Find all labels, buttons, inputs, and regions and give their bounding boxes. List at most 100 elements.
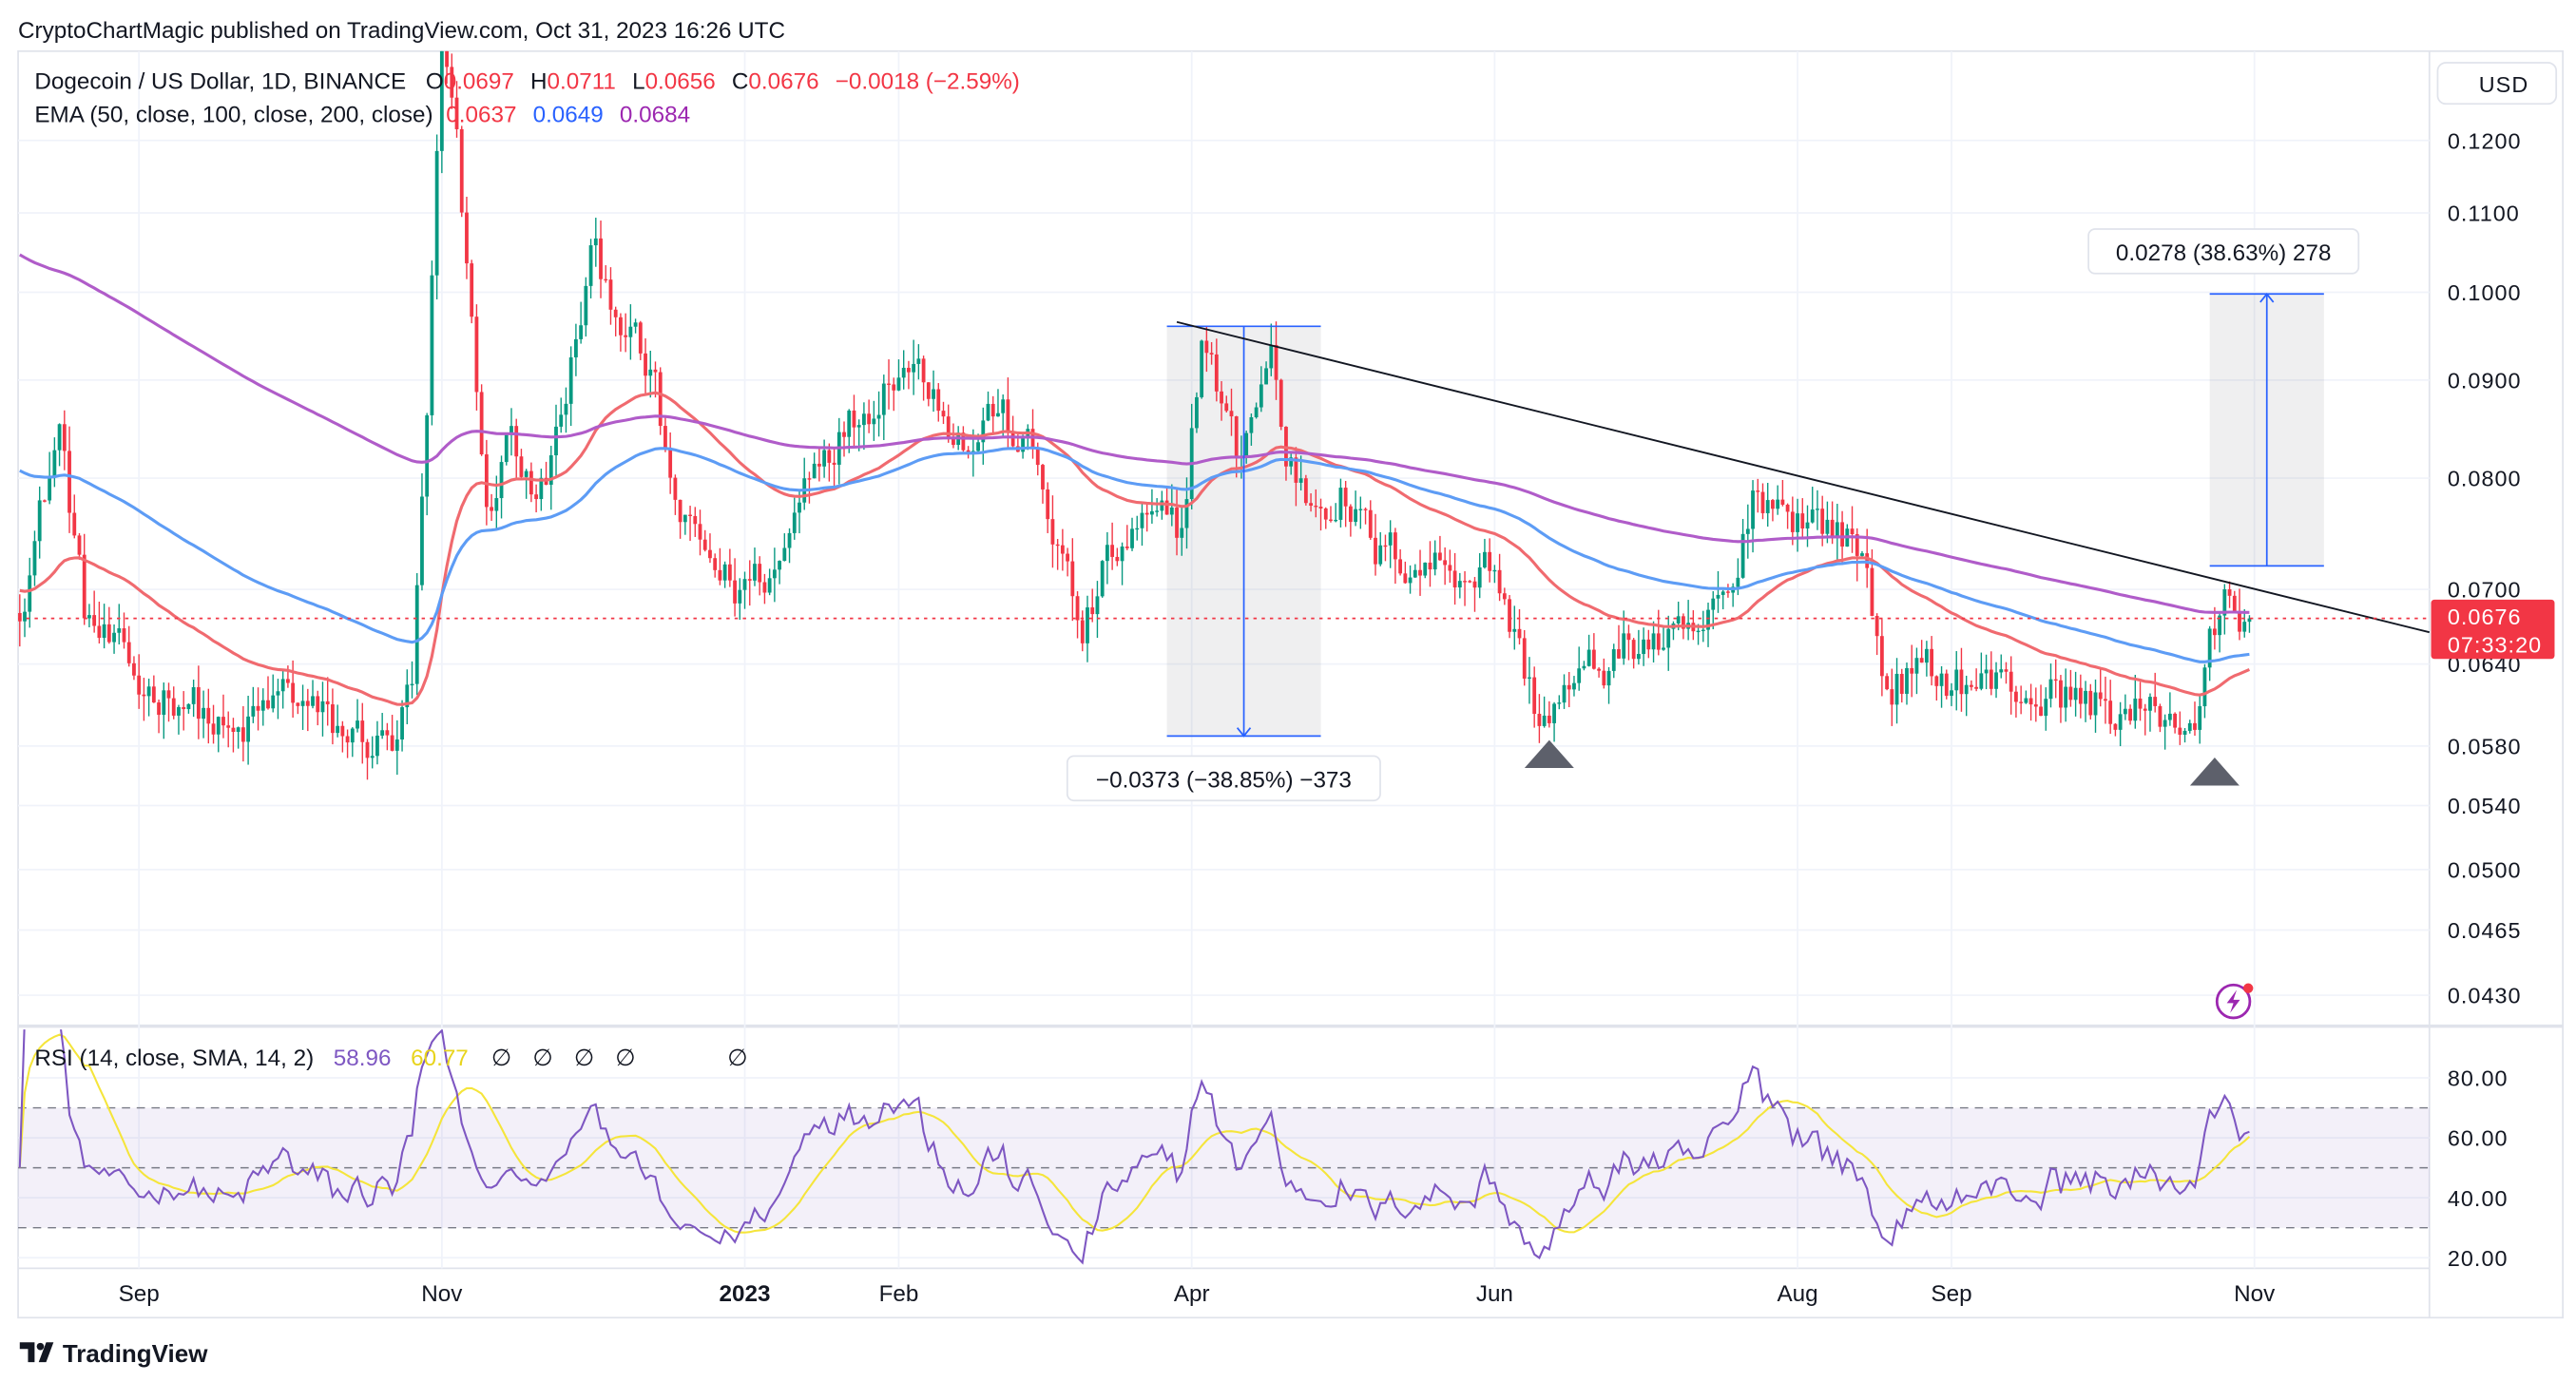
- candle: [2104, 676, 2107, 724]
- candle-body: [1820, 509, 1825, 534]
- candle: [842, 421, 846, 457]
- rsi-legend[interactable]: RSI (14, close, SMA, 14, 2) 58.96 60.77 …: [34, 1046, 747, 1071]
- candle-body: [356, 720, 359, 729]
- candle-body: [1060, 545, 1065, 554]
- candle-body: [430, 275, 434, 415]
- drawings[interactable]: [18, 292, 2431, 786]
- rsi-label[interactable]: RSI (14, close, SMA, 14, 2): [34, 1046, 314, 1071]
- trendline[interactable]: [1176, 320, 2431, 634]
- candle: [1874, 613, 1879, 656]
- price-axis[interactable]: 0.1200 0.1100 0.1000 0.0900 0.0800 0.07000.06…: [2448, 128, 2522, 1008]
- candle-body: [564, 403, 568, 415]
- candle-body: [1885, 676, 1889, 690]
- candle-body: [166, 690, 171, 699]
- candle-body: [240, 727, 245, 742]
- candle: [638, 320, 643, 360]
- lightning-icon[interactable]: [2215, 983, 2254, 1020]
- measure-down-label[interactable]: −0.0373 (−38.85%) −373: [1066, 755, 1381, 802]
- candle: [1939, 665, 1944, 708]
- triangle-marker-icon[interactable]: [1524, 739, 1574, 769]
- candle: [2073, 671, 2078, 717]
- candle-body: [2148, 697, 2152, 711]
- candle-body: [157, 702, 161, 716]
- candle-body: [1338, 488, 1343, 520]
- candle-body: [1860, 553, 1864, 556]
- ema-label[interactable]: EMA (50, close, 100, close, 200, close): [34, 102, 433, 127]
- candle: [1150, 489, 1154, 524]
- candle-body: [2143, 708, 2147, 711]
- candle-body: [1309, 503, 1313, 507]
- last-price-value: 0.0676: [2448, 605, 2522, 629]
- candle-body: [1582, 665, 1586, 669]
- time-tick-label: Feb: [879, 1281, 919, 1307]
- measure-up-label[interactable]: 0.0278 (38.63%) 278: [2087, 228, 2360, 275]
- candle: [1457, 572, 1462, 599]
- candle-body: [2178, 727, 2182, 735]
- candle-body: [1780, 499, 1785, 505]
- currency-button[interactable]: USD: [2436, 62, 2558, 106]
- candle-body: [360, 720, 365, 742]
- rsi-lines: [18, 1029, 2251, 1265]
- candle: [762, 573, 767, 605]
- candle-body: [1492, 569, 1497, 572]
- candle-body: [186, 703, 191, 710]
- candle: [311, 680, 315, 709]
- candle-body: [1979, 673, 1984, 689]
- candle: [1528, 657, 1531, 704]
- candle: [1631, 638, 1636, 669]
- candle-body: [1055, 544, 1060, 547]
- rsi-axis[interactable]: 80.00 60.00 40.00 20.00: [2448, 1066, 2509, 1271]
- triangle-marker-icon[interactable]: [2189, 758, 2240, 786]
- symbol-legend[interactable]: Dogecoin / US Dollar, 1D, BINANCE O0.069…: [34, 69, 1019, 128]
- candle-body: [1586, 649, 1591, 666]
- candle: [28, 557, 32, 628]
- candle-body: [28, 575, 32, 612]
- measure-down-text: −0.0373 (−38.85%) −373: [1096, 767, 1352, 793]
- time-axis[interactable]: Sep Nov 2023 Feb Apr Jun Aug Sep Nov: [119, 1281, 2277, 1307]
- candle-body: [251, 705, 256, 717]
- price-tick-label: 0.0430: [2448, 984, 2522, 1008]
- candle: [1432, 540, 1437, 576]
- candle: [887, 359, 891, 410]
- candle: [1626, 624, 1631, 661]
- candle: [852, 394, 856, 448]
- candle-body: [624, 335, 628, 337]
- candle-body: [1790, 511, 1795, 532]
- candle: [1745, 504, 1750, 559]
- currency-label: USD: [2479, 72, 2528, 97]
- rsi-line: [18, 1029, 2250, 1265]
- candle: [1930, 636, 1934, 686]
- candle-body: [1999, 669, 2004, 673]
- candle: [1105, 531, 1109, 585]
- symbol-name[interactable]: Dogecoin / US Dollar, 1D, BINANCE: [34, 69, 406, 95]
- candle-body: [202, 707, 205, 720]
- candle: [126, 625, 131, 667]
- candle-body: [1264, 368, 1268, 385]
- candle-body: [827, 450, 832, 463]
- candle-body: [1989, 669, 1993, 689]
- candle: [1964, 675, 1969, 717]
- candle-body: [1934, 676, 1939, 686]
- candle: [1343, 480, 1348, 528]
- candle-body: [946, 416, 951, 437]
- candle-body: [1591, 649, 1596, 669]
- published-caption: CryptoChartMagic published on TradingVie…: [18, 18, 785, 44]
- candle-body: [798, 502, 801, 513]
- candle: [1448, 549, 1452, 584]
- candle-body: [817, 463, 821, 467]
- candle: [1662, 626, 1665, 651]
- candle-body: [410, 683, 414, 686]
- candle-body: [852, 410, 856, 428]
- candle: [1756, 478, 1760, 513]
- candle: [380, 713, 385, 739]
- candle-body: [1468, 581, 1472, 583]
- candle: [628, 304, 633, 360]
- candle: [72, 494, 77, 539]
- candle: [1477, 553, 1482, 599]
- candle: [827, 443, 832, 482]
- candle-body: [72, 512, 77, 536]
- candle: [1264, 361, 1268, 385]
- candle-body: [2084, 690, 2087, 704]
- candle: [733, 558, 737, 617]
- candle-body: [2014, 691, 2018, 702]
